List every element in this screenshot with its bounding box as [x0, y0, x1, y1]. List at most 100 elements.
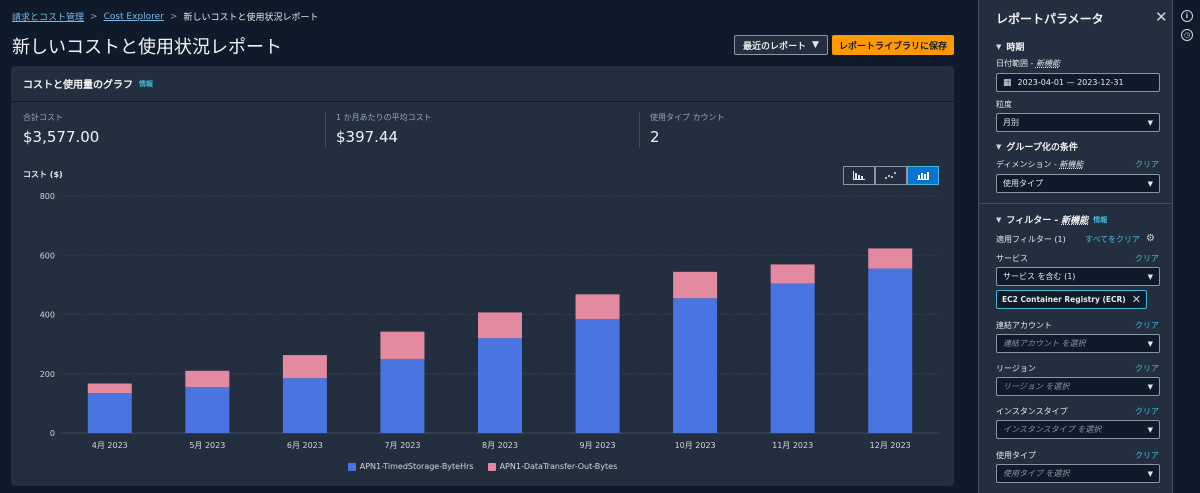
- instance-type-select[interactable]: インスタンスタイプ を選択 ▼: [996, 420, 1160, 439]
- y-tick-label: 800: [40, 192, 55, 201]
- breadcrumb-cost-explorer[interactable]: Cost Explorer: [103, 11, 164, 22]
- bar-segment: [478, 312, 522, 339]
- caret-down-icon: ▼: [1147, 382, 1153, 391]
- instance-type-clear-link[interactable]: クリア: [1135, 407, 1159, 416]
- cost-bar-chart: 0 200 400 600 800 4月 2023 5月 2023 6月 2023 7月 202…: [40, 192, 939, 450]
- x-tick-label: 9月 2023: [580, 441, 616, 450]
- region-clear-link[interactable]: クリア: [1135, 364, 1159, 373]
- caret-down-icon: ▼: [1147, 339, 1153, 348]
- caret-down-icon: ▼: [996, 215, 1002, 224]
- x-tick-label: 10月 2023: [675, 441, 716, 450]
- service-select[interactable]: サービス を含む (1) ▼: [996, 267, 1160, 286]
- date-range-label-text: 日付範囲 -: [996, 59, 1036, 68]
- region-select[interactable]: リージョン を選択 ▼: [996, 377, 1160, 396]
- clock-icon[interactable]: ◷: [1181, 29, 1193, 41]
- new-feature-badge: 新機能: [1061, 216, 1089, 226]
- panel-info-link[interactable]: 情報: [139, 79, 153, 88]
- service-filter-token: EC2 Container Registry (ECR) ✕: [996, 290, 1147, 309]
- stat-label: 使用タイプ カウント: [650, 113, 725, 122]
- stacked-bar-toggle[interactable]: [907, 166, 939, 185]
- bar-segment: [868, 268, 913, 433]
- date-range-picker[interactable]: ▦ 2023-04-01 — 2023-12-31: [996, 73, 1160, 92]
- usage-type-placeholder: 使用タイプ を選択: [1003, 469, 1070, 478]
- legend-item[interactable]: APN1-TimedStorage-ByteHrs: [347, 462, 474, 471]
- stat-label: 合計コスト: [23, 113, 63, 122]
- side-panel-title: レポートパラメータ: [996, 12, 1104, 26]
- bar-segment: [380, 331, 425, 359]
- page-title: 新しいコストと使用状況レポート: [12, 37, 282, 58]
- service-value: サービス を含む (1): [1003, 272, 1076, 281]
- main-content: 請求とコスト管理 > Cost Explorer > 新しいコストと使用状況レポ…: [11, 10, 954, 486]
- calendar-icon: ▦: [1003, 77, 1012, 88]
- stat-value: $3,577.00: [23, 128, 100, 146]
- save-to-library-button[interactable]: レポートライブラリに保存: [832, 35, 954, 55]
- granularity-value: 月別: [1003, 118, 1019, 127]
- panel-divider: [966, 0, 978, 493]
- service-clear-link[interactable]: クリア: [1135, 254, 1159, 263]
- stacked-bar-icon: [917, 172, 929, 180]
- filter-section-toggle[interactable]: ▼ フィルター - 新機能 情報: [996, 213, 1108, 227]
- chart-legend: APN1-TimedStorage-ByteHrs APN1-DataTrans…: [11, 462, 954, 471]
- token-label: EC2 Container Registry (ECR): [1002, 295, 1126, 304]
- panel-header: コストと使用量のグラフ 情報: [11, 66, 954, 102]
- filter-section-label-text: フィルター -: [1006, 216, 1062, 226]
- region-placeholder: リージョン を選択: [1003, 382, 1070, 391]
- bar-segment: [87, 383, 132, 394]
- dimension-select[interactable]: 使用タイプ ▼: [996, 174, 1160, 193]
- info-icon[interactable]: i: [1181, 10, 1193, 22]
- dimension-value: 使用タイプ: [1003, 179, 1043, 188]
- bar-segment: [282, 378, 327, 433]
- legend-item[interactable]: APN1-DataTransfer-Out-Bytes: [487, 462, 617, 471]
- stat-label: 1 か月あたりの平均コスト: [336, 113, 432, 122]
- usage-type-clear-link[interactable]: クリア: [1135, 451, 1159, 460]
- stat-usage-type-count: 使用タイプ カウント 2: [639, 112, 953, 148]
- bar-segment: [673, 298, 718, 433]
- x-tick-label: 6月 2023: [287, 441, 323, 450]
- group-section-label: グループ化の条件: [1006, 143, 1078, 153]
- filter-info-link[interactable]: 情報: [1093, 215, 1108, 224]
- panel-title: コストと使用量のグラフ: [23, 80, 133, 91]
- bar-segment: [868, 248, 913, 269]
- caret-down-icon: ▼: [1147, 179, 1153, 188]
- chart-type-toggle: [843, 166, 939, 185]
- usage-type-select[interactable]: 使用タイプ を選択 ▼: [996, 464, 1160, 483]
- caret-down-icon: ▼: [812, 40, 819, 50]
- close-icon[interactable]: ✕: [1155, 8, 1168, 26]
- breadcrumb-billing[interactable]: 請求とコスト管理: [12, 13, 85, 23]
- date-range-value: 2023-04-01 — 2023-12-31: [1017, 78, 1124, 87]
- y-tick-label: 200: [40, 370, 55, 379]
- gear-icon[interactable]: ⚙: [1146, 233, 1155, 244]
- dimension-label-text: ディメンション -: [996, 160, 1060, 169]
- section-divider: [979, 203, 1173, 204]
- y-tick-label: 400: [40, 311, 55, 320]
- x-tick-label: 12月 2023: [870, 441, 911, 450]
- recent-reports-button[interactable]: 最近のレポート ▼: [734, 35, 828, 55]
- linked-account-label: 連結アカウント: [996, 321, 1052, 330]
- bar-chart-toggle[interactable]: [843, 166, 875, 185]
- new-feature-badge: 新機能: [1059, 160, 1084, 169]
- caret-down-icon: ▼: [1147, 118, 1153, 127]
- granularity-select[interactable]: 月別 ▼: [996, 113, 1160, 132]
- right-rail: i ◷: [1172, 0, 1200, 493]
- group-section-toggle[interactable]: ▼ グループ化の条件: [996, 140, 1078, 154]
- bar-segment: [380, 358, 425, 433]
- breadcrumb-current: 新しいコストと使用状況レポート: [183, 13, 319, 23]
- time-section-toggle[interactable]: ▼ 時期: [996, 40, 1024, 54]
- linked-account-select[interactable]: 連結アカウント を選択 ▼: [996, 334, 1160, 353]
- bar-segment: [770, 264, 815, 284]
- bar-segment: [185, 387, 230, 433]
- linked-account-clear-link[interactable]: クリア: [1135, 321, 1159, 330]
- dimension-clear-link[interactable]: クリア: [1135, 160, 1159, 169]
- chevron-right-icon: >: [169, 11, 178, 22]
- line-chart-toggle[interactable]: [875, 166, 907, 185]
- bar-segment: [575, 318, 620, 433]
- instance-type-placeholder: インスタンスタイプ を選択: [1003, 425, 1102, 434]
- applied-filters-label: 適用フィルター (1): [996, 235, 1066, 244]
- breadcrumb: 請求とコスト管理 > Cost Explorer > 新しいコストと使用状況レポ…: [12, 10, 319, 24]
- bar-segment: [673, 271, 718, 299]
- remove-token-icon[interactable]: ✕: [1131, 293, 1141, 306]
- legend-label: APN1-TimedStorage-ByteHrs: [359, 462, 474, 471]
- clear-all-filters-link[interactable]: すべてをクリア: [1085, 235, 1140, 244]
- caret-down-icon: ▼: [1147, 272, 1153, 281]
- bar-segment: [478, 338, 522, 433]
